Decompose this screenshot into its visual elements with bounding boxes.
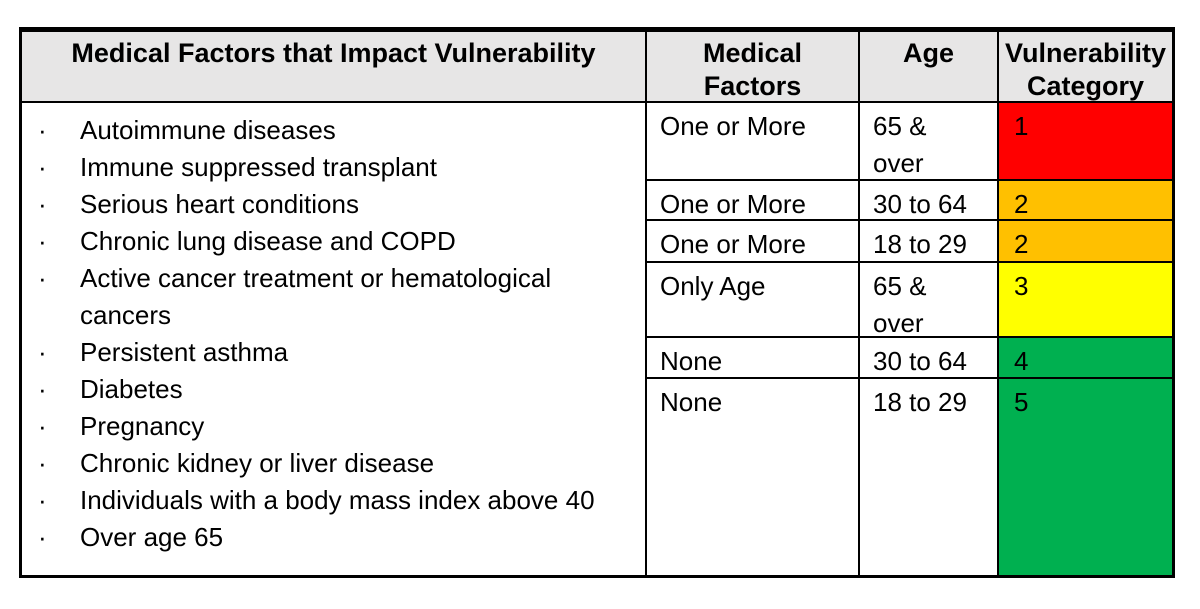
medical-factors-cell: One or More: [647, 181, 860, 221]
age-cell: 65 & over: [860, 263, 999, 338]
list-item: Persistent asthma: [22, 334, 637, 371]
age-cell: 30 to 64: [860, 338, 999, 379]
list-item: Over age 65: [22, 519, 637, 556]
medical-factors-list-cell: Autoimmune diseases Immune suppressed tr…: [22, 103, 647, 575]
list-item: Chronic lung disease and COPD: [22, 223, 637, 260]
list-item: Autoimmune diseases: [22, 112, 637, 149]
header-vulnerability-category: Vulnerability Category: [999, 32, 1172, 103]
header-medical-factors: Medical Factors: [647, 32, 860, 103]
list-item: Individuals with a body mass index above…: [22, 482, 637, 519]
header-medical-factors-impact: Medical Factors that Impact Vulnerabilit…: [22, 32, 647, 103]
list-item: Diabetes: [22, 371, 637, 408]
medical-factors-cell: One or More: [647, 103, 860, 181]
medical-factors-list: Autoimmune diseases Immune suppressed tr…: [22, 103, 645, 556]
category-cell: 3: [999, 263, 1172, 338]
category-cell: 2: [999, 181, 1172, 221]
age-cell: 30 to 64: [860, 181, 999, 221]
vulnerability-table: Medical Factors that Impact Vulnerabilit…: [19, 27, 1175, 578]
list-item: Active cancer treatment or hematological…: [22, 260, 637, 334]
list-item: Serious heart conditions: [22, 186, 637, 223]
medical-factors-cell: None: [647, 338, 860, 379]
age-cell: 18 to 29: [860, 379, 999, 575]
category-cell: 2: [999, 221, 1172, 263]
category-cell: 5: [999, 379, 1172, 575]
list-item: Immune suppressed transplant: [22, 149, 637, 186]
header-age: Age: [860, 32, 999, 103]
age-cell: 18 to 29: [860, 221, 999, 263]
medical-factors-cell: None: [647, 379, 860, 575]
list-item: Chronic kidney or liver disease: [22, 445, 637, 482]
category-cell: 4: [999, 338, 1172, 379]
age-cell: 65 & over: [860, 103, 999, 181]
medical-factors-cell: One or More: [647, 221, 860, 263]
medical-factors-cell: Only Age: [647, 263, 860, 338]
category-cell: 1: [999, 103, 1172, 181]
list-item: Pregnancy: [22, 408, 637, 445]
